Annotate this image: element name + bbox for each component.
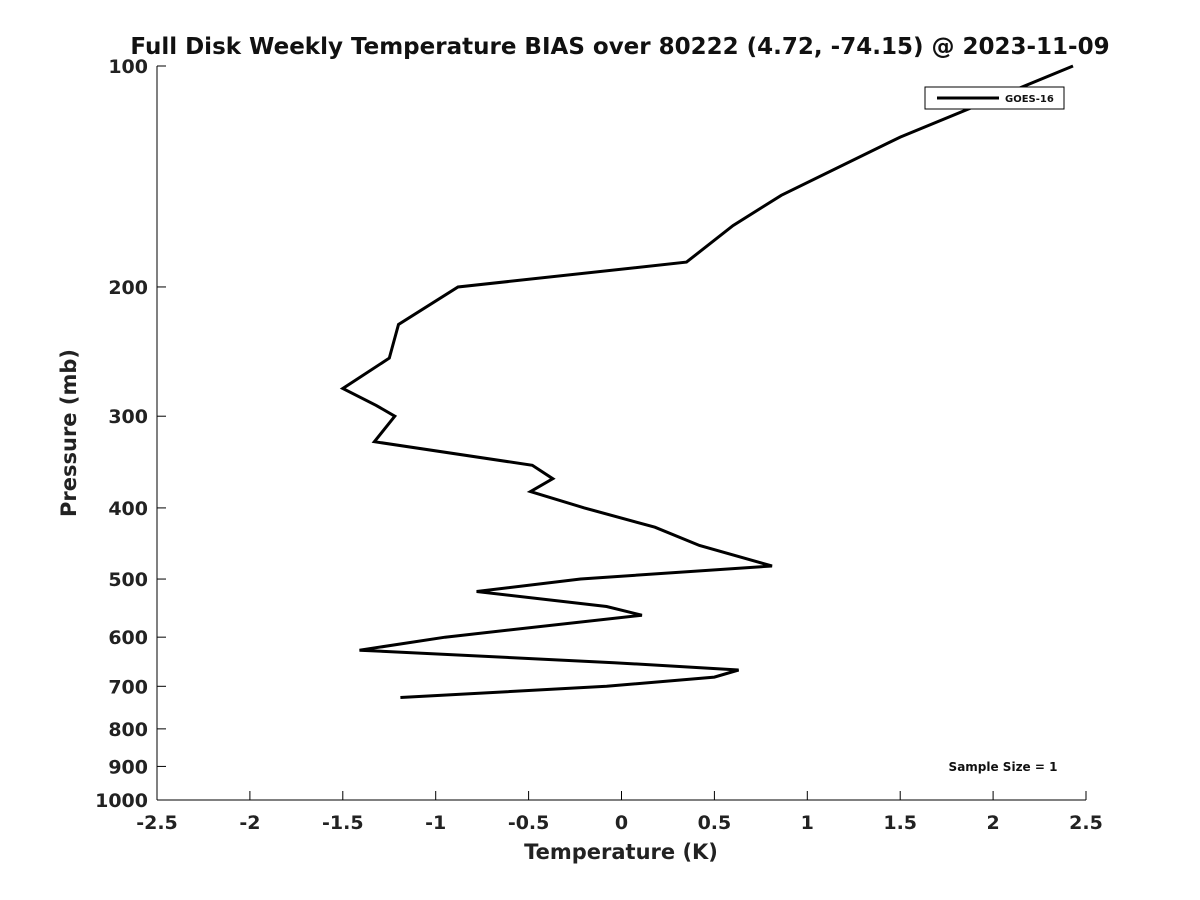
x-tick-label: -2 bbox=[239, 812, 260, 834]
y-tick-label: 100 bbox=[108, 56, 148, 78]
y-tick-label: 600 bbox=[108, 627, 148, 649]
y-tick-label: 800 bbox=[108, 719, 148, 741]
y-tick-label: 900 bbox=[108, 756, 148, 778]
y-tick-label: 300 bbox=[108, 406, 148, 428]
legend: GOES-16 bbox=[924, 86, 1065, 110]
legend-label-goes-16: GOES-16 bbox=[1005, 94, 1054, 105]
x-tick-label: -1 bbox=[425, 812, 446, 834]
axes bbox=[156, 66, 1086, 801]
y-tick-label: 200 bbox=[108, 277, 148, 299]
y-tick-label: 700 bbox=[108, 676, 148, 698]
x-tick-label: 2 bbox=[986, 812, 999, 834]
x-tick-label: -0.5 bbox=[508, 812, 550, 834]
x-tick-label: 1 bbox=[801, 812, 814, 834]
x-tick-label: -1.5 bbox=[322, 812, 364, 834]
series-line-goes-16 bbox=[339, 64, 1074, 699]
x-tick-label: 1.5 bbox=[883, 812, 917, 834]
chart-title: Full Disk Weekly Temperature BIAS over 8… bbox=[130, 34, 1109, 60]
x-tick-label: 0 bbox=[615, 812, 628, 834]
x-axis-ticks: -2.5 -2 -1.5 -1 -0.5 0 0.5 1 1.5 2 2.5 bbox=[136, 791, 1103, 834]
y-tick-label: 400 bbox=[108, 498, 148, 520]
x-tick-label: 0.5 bbox=[698, 812, 732, 834]
x-axis-label: Temperature (K) bbox=[524, 840, 718, 864]
sample-size-annotation: Sample Size = 1 bbox=[949, 760, 1058, 774]
x-tick-label: -2.5 bbox=[136, 812, 178, 834]
y-tick-label: 1000 bbox=[95, 790, 148, 812]
y-axis-label: Pressure (mb) bbox=[57, 349, 81, 517]
plot-area bbox=[157, 66, 1086, 800]
y-axis-ticks: 100 200 300 400 500 600 700 800 900 1000 bbox=[95, 56, 166, 812]
y-tick-label: 500 bbox=[108, 569, 148, 591]
x-tick-label: 2.5 bbox=[1069, 812, 1103, 834]
series-group bbox=[339, 64, 1074, 699]
